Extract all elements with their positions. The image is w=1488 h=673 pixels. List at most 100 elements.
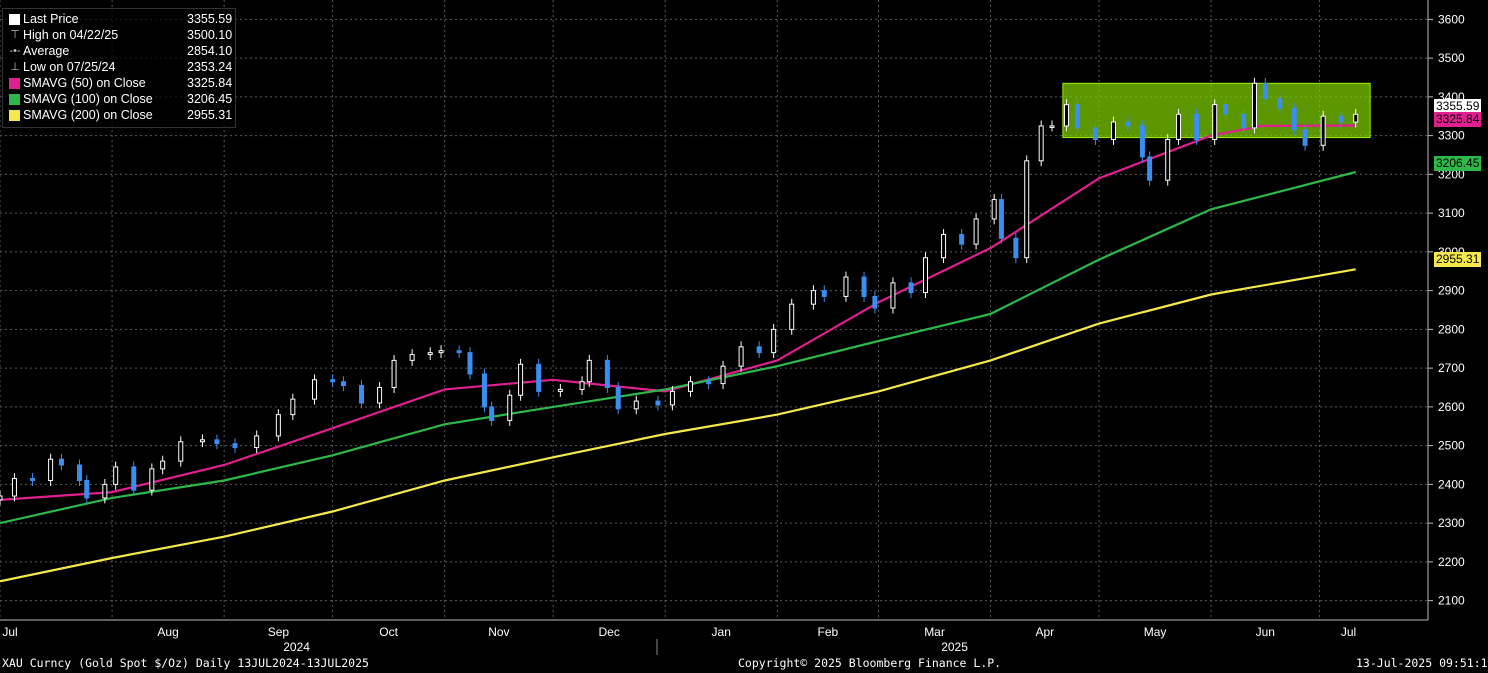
x-tick-label: Jan	[712, 625, 731, 639]
legend-row-sma200: SMAVG (200) on Close 2955.31	[9, 107, 233, 123]
candle-body	[456, 350, 462, 354]
y-tick-label: 2800	[1438, 322, 1465, 336]
legend-value: 2353.24	[187, 60, 233, 74]
sma-line-3	[0, 268, 1356, 583]
square-icon	[9, 94, 20, 105]
candle-body	[810, 290, 816, 305]
sma50-tag: 3325.84	[1434, 112, 1482, 127]
x-tick-label: Jun	[1256, 625, 1275, 639]
square-icon	[9, 110, 20, 121]
candle-body	[706, 381, 712, 385]
candle-body	[1038, 125, 1044, 162]
candle-body	[1223, 104, 1229, 115]
candle-body	[756, 346, 762, 354]
candle-body	[102, 483, 108, 499]
candle-body	[1194, 113, 1200, 140]
x-year-label: 2025	[941, 640, 968, 654]
candle-body	[1212, 104, 1218, 140]
y-tick-label: 2100	[1438, 594, 1465, 608]
candle-body	[427, 352, 433, 356]
y-tick-label: 2300	[1438, 516, 1465, 530]
candle-body	[160, 460, 166, 470]
sma200-tag: 2955.31	[1434, 252, 1482, 267]
legend-label: Low on 07/25/24	[23, 60, 116, 74]
candle-body	[30, 478, 36, 481]
candle-body	[1320, 115, 1326, 146]
legend-row-last-price: Last Price 3355.59	[9, 11, 233, 27]
grid-lines	[0, 0, 1428, 620]
candle-body	[438, 350, 444, 354]
candle-body	[771, 328, 777, 354]
candle-body	[312, 379, 318, 400]
x-tick-label: May	[1144, 625, 1167, 639]
candle-body	[738, 346, 744, 367]
y-tick-label: 3600	[1438, 12, 1465, 26]
legend-row-average: -•- Average 2854.10	[9, 43, 233, 59]
copyright-text: Copyright© 2025 Bloomberg Finance L.P.	[738, 656, 1002, 670]
x-year-label: 2024	[283, 640, 310, 654]
candle-body	[199, 439, 205, 443]
candle-body	[58, 458, 64, 466]
candle-body	[275, 414, 281, 437]
legend-value: 2955.31	[187, 108, 233, 122]
x-tick-label: Jul	[2, 625, 17, 639]
legend-label: SMAVG (200) on Close	[23, 108, 153, 122]
y-tick-label: 3500	[1438, 51, 1465, 65]
candle-body	[377, 387, 383, 404]
candle-body	[941, 233, 947, 259]
timestamp: 13-Jul-2025 09:51:15	[1356, 656, 1488, 670]
candle-body	[579, 381, 585, 390]
candle-body	[290, 398, 296, 416]
candle-body	[669, 390, 675, 406]
candle-body	[84, 480, 90, 499]
candlesticks	[0, 77, 1359, 506]
square-icon	[9, 14, 20, 25]
y-tick-label: 2400	[1438, 477, 1465, 491]
candle-body	[11, 478, 17, 497]
candle-body	[908, 282, 914, 294]
y-tick-label: 3100	[1438, 206, 1465, 220]
sma-line-2	[0, 170, 1356, 525]
candle-body	[586, 359, 592, 383]
candle-body	[872, 295, 878, 309]
legend: Last Price 3355.59 ⊤ High on 04/22/25 35…	[2, 8, 236, 128]
legend-label: High on 04/22/25	[23, 28, 119, 42]
legend-row-high: ⊤ High on 04/22/25 3500.10	[9, 27, 233, 43]
candle-body	[330, 379, 336, 383]
high-marker-icon: ⊤	[10, 29, 20, 41]
candle-body	[789, 303, 795, 330]
candle-body	[1291, 108, 1297, 131]
legend-value: 3500.10	[187, 28, 233, 42]
candle-body	[131, 466, 137, 491]
low-marker-icon: ⊥	[10, 61, 20, 73]
legend-value: 3325.84	[187, 76, 233, 90]
candle-body	[1277, 98, 1283, 109]
candle-body	[467, 352, 473, 375]
legend-row-low: ⊥ Low on 07/25/24 2353.24	[9, 59, 233, 75]
candle-body	[214, 439, 220, 445]
candle-body	[991, 199, 997, 220]
x-axis: Jul Aug Sep Oct Nov Dec Jan Feb Mar Apr May Jun Jul 2…	[0, 619, 1428, 655]
candle-body	[481, 373, 487, 408]
candle-body	[890, 282, 896, 309]
square-icon	[9, 78, 20, 89]
y-tick-label: 2900	[1438, 284, 1465, 298]
security-description: XAU Curncy (Gold Spot $/Oz) Daily 13JUL2…	[2, 656, 369, 670]
legend-label: Last Price	[23, 12, 79, 26]
candle-body	[633, 400, 639, 410]
candle-body	[1139, 125, 1145, 158]
candle-body	[1302, 129, 1308, 146]
x-tick-label: Nov	[488, 625, 509, 639]
candle-body	[1063, 104, 1069, 127]
candle-body	[232, 443, 238, 449]
candle-body	[1147, 156, 1153, 181]
legend-label: SMAVG (100) on Close	[23, 92, 153, 106]
candle-body	[557, 388, 563, 392]
candle-body	[507, 394, 513, 421]
candle-body	[1092, 127, 1098, 140]
candle-body	[254, 435, 260, 449]
x-tick-label: Jul	[1341, 625, 1356, 639]
y-tick-label: 3300	[1438, 129, 1465, 143]
candle-body	[409, 354, 415, 361]
